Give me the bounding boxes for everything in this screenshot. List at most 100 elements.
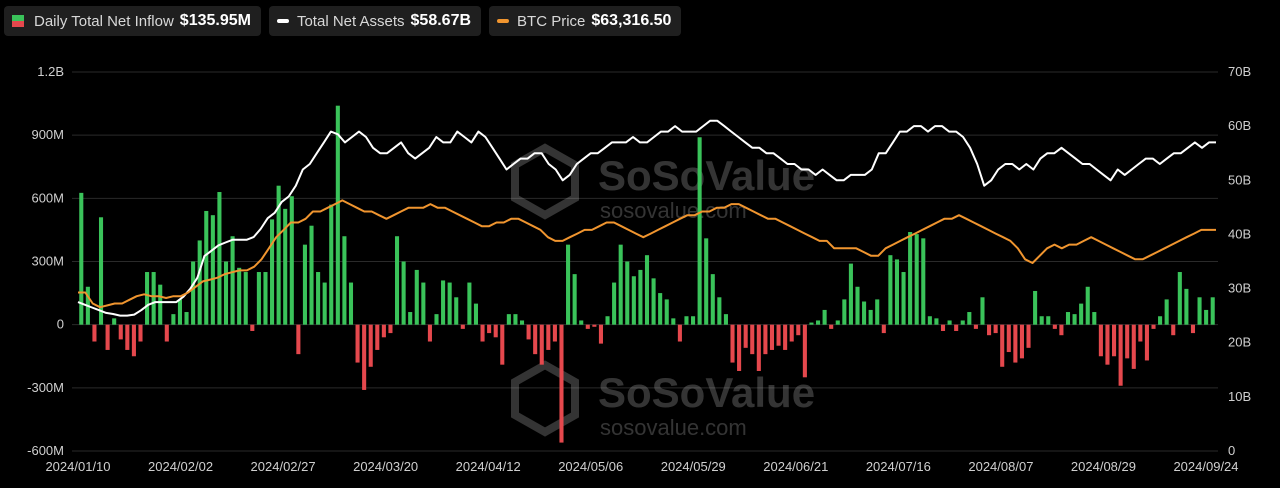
inflow-bar [921, 238, 926, 325]
inflow-bar [612, 282, 617, 325]
inflow-bar [441, 280, 446, 325]
inflow-bar [1000, 324, 1005, 367]
inflow-bars [79, 105, 1215, 443]
inflow-bar [151, 272, 156, 325]
inflow-bar [1190, 324, 1196, 334]
inflow-bar [848, 263, 853, 325]
y-left-tick-label: 900M [31, 127, 64, 142]
inflow-bar [368, 324, 373, 367]
inflow-bar [1065, 312, 1071, 325]
inflow-bar [756, 324, 761, 371]
inflow-bar [105, 324, 110, 350]
x-tick-label: 2024/02/02 [148, 459, 213, 474]
legend-assets[interactable]: Total Net Assets $58.67B [268, 6, 482, 36]
inflow-bar [480, 324, 485, 342]
inflow-bar [598, 324, 603, 344]
inflow-bar [210, 215, 215, 325]
inflow-bar [500, 324, 505, 365]
inflow-bar [677, 324, 682, 342]
inflow-bar [394, 236, 400, 325]
inflow-bar [270, 219, 275, 325]
inflow-bar [533, 324, 538, 355]
inflow-bar [421, 282, 426, 325]
inflow-bar [381, 324, 386, 338]
inflow-bar [789, 324, 794, 342]
watermark-brand: SoSoValue [598, 369, 815, 416]
legend-btc[interactable]: BTC Price $63,316.50 [489, 6, 682, 36]
inflow-bar [487, 324, 492, 334]
inflow-bar [967, 312, 972, 325]
x-tick-label: 2024/05/06 [558, 459, 623, 474]
watermark-url: sosovalue.com [600, 198, 747, 223]
inflow-bar [776, 324, 781, 346]
inflow-bar [322, 282, 327, 325]
inflow-bar [552, 324, 557, 342]
inflow-bar [316, 272, 321, 325]
y-right-tick-label: 0 [1228, 443, 1235, 458]
x-tick-label: 2024/03/20 [353, 459, 418, 474]
inflow-bar [1013, 324, 1018, 363]
inflow-bar [658, 293, 663, 325]
y-right-tick-label: 40B [1228, 226, 1251, 241]
inflow-bar [434, 314, 439, 325]
inflow-bar [1072, 314, 1077, 325]
inflow-bar [355, 324, 360, 363]
inflow-bar [1151, 324, 1156, 329]
btc-price-line [78, 199, 1216, 309]
inflow-bar [993, 324, 998, 334]
inflow-bar [1085, 286, 1090, 325]
inflow-bar [1131, 324, 1136, 369]
inflow-bar [230, 236, 235, 325]
y-axis-right: 70B 60B 50B 40B 30B 20B 10B 0 [1228, 64, 1251, 458]
inflow-bar [901, 272, 906, 325]
legend-assets-value: $58.67B [410, 12, 472, 29]
inflow-bar [835, 320, 840, 325]
inflow-bar [1138, 324, 1143, 342]
inflow-bar [691, 316, 696, 325]
inflow-bar [302, 244, 307, 325]
inflow-bar [118, 324, 123, 340]
inflow-bar [618, 244, 623, 325]
y-left-tick-label: -300M [27, 380, 64, 395]
inflow-bar [671, 318, 676, 325]
inflow-bar [526, 324, 531, 340]
inflow-bar [1079, 303, 1084, 325]
inflow-bar [730, 324, 735, 363]
inflow-bar [519, 320, 525, 325]
inflow-bar [1092, 312, 1097, 325]
inflow-bar [539, 324, 544, 365]
inflow-bar [723, 314, 728, 325]
inflow-bar [112, 318, 117, 325]
y-right-tick-label: 10B [1228, 389, 1251, 404]
inflow-bar [467, 282, 472, 325]
inflow-bar [1019, 324, 1024, 359]
inflow-bar [704, 238, 709, 325]
x-tick-label: 2024/04/12 [456, 459, 521, 474]
y-left-tick-label: 300M [31, 254, 64, 269]
legend-inflow[interactable]: Daily Total Net Inflow $135.95M [4, 6, 261, 36]
inflow-bar [572, 274, 577, 325]
inflow-bar [737, 324, 742, 371]
inflow-bar [1204, 309, 1209, 325]
watermark-url: sosovalue.com [600, 415, 747, 440]
inflow-bar [1059, 324, 1064, 336]
legend-inflow-value: $135.95M [179, 12, 251, 29]
inflow-bar [914, 234, 919, 325]
inflow-bar [401, 261, 406, 325]
inflow-bar [79, 192, 84, 325]
inflow-bar [223, 261, 229, 325]
inflow-bar [408, 312, 413, 325]
y-left-tick-label: -600M [27, 443, 64, 458]
inflow-bar [158, 284, 163, 325]
inflow-bar [204, 210, 209, 325]
inflow-bar [585, 324, 590, 329]
inflow-bar [243, 272, 248, 325]
x-tick-label: 2024/07/16 [866, 459, 931, 474]
inflow-bar [1046, 316, 1051, 325]
inflow-bar [592, 324, 597, 327]
inflow-bar [177, 299, 182, 325]
inflow-bar [987, 324, 992, 336]
inflow-bar [1125, 324, 1130, 359]
inflow-bar [908, 232, 913, 325]
